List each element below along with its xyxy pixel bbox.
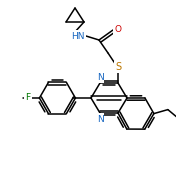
Text: N: N (97, 73, 103, 82)
Text: HN: HN (71, 31, 85, 40)
Text: F: F (26, 94, 31, 103)
Text: N: N (97, 115, 103, 123)
Text: S: S (115, 62, 121, 72)
Text: O: O (115, 24, 121, 34)
